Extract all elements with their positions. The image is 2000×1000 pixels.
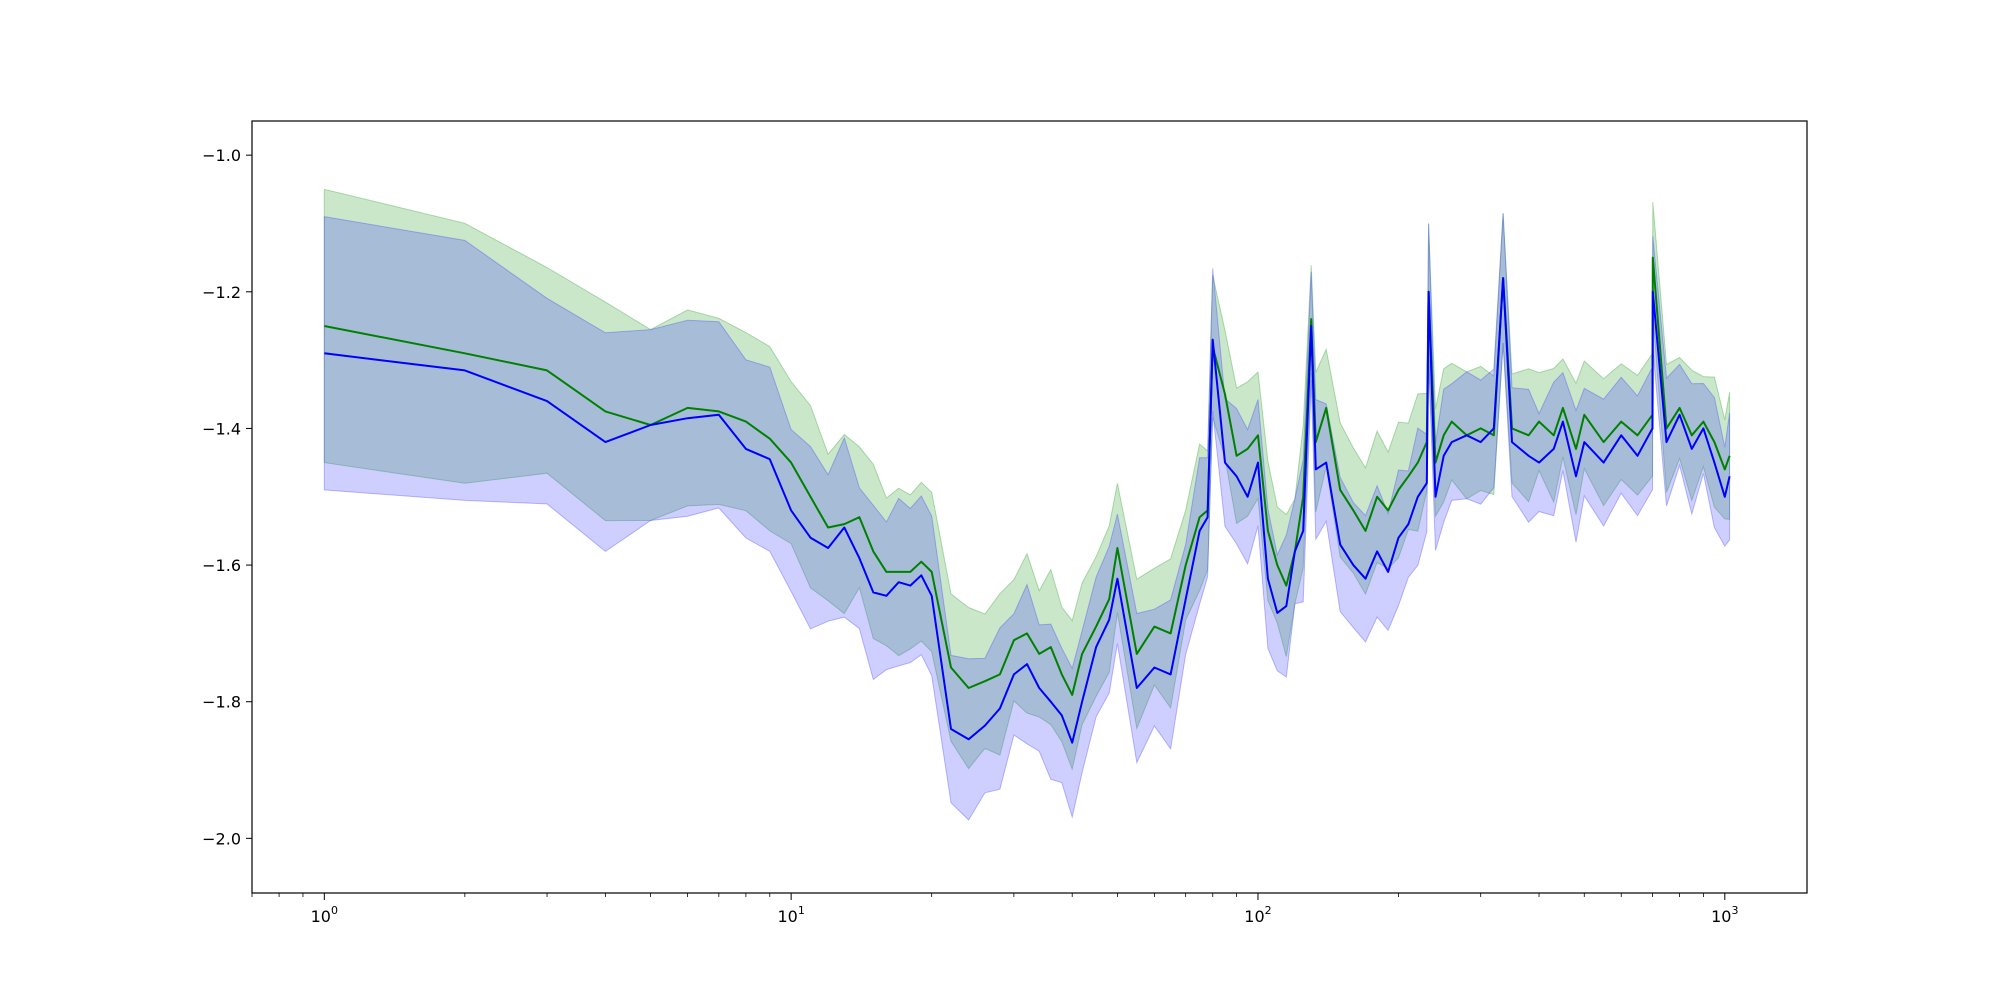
x-tick-label: 100: [311, 904, 338, 926]
y-tick-label: −2.0: [202, 829, 241, 848]
series-1-band: [323, 188, 1731, 771]
series-2-band: [323, 213, 1731, 821]
plot-content: [323, 188, 1731, 821]
axes: −1.0 −1.2 −1.4 −1.6 −1.8 −2.0 100 101 102 103: [202, 120, 1808, 926]
series-1-line: [324, 256, 1731, 696]
x-tick-label: 101: [777, 904, 804, 926]
plot-frame: [251, 120, 1808, 894]
y-tick-label: −1.2: [202, 283, 241, 302]
x-tick-label: 103: [1711, 904, 1738, 926]
y-tick-label: −1.0: [202, 146, 241, 165]
y-tick-label: −1.6: [202, 556, 241, 575]
plot-series-group: [323, 188, 1731, 821]
y-tick-label: −1.8: [202, 693, 241, 712]
series-2-line: [324, 277, 1731, 744]
y-tick-label: −1.4: [202, 419, 241, 438]
x-tick-label: 102: [1244, 904, 1271, 926]
